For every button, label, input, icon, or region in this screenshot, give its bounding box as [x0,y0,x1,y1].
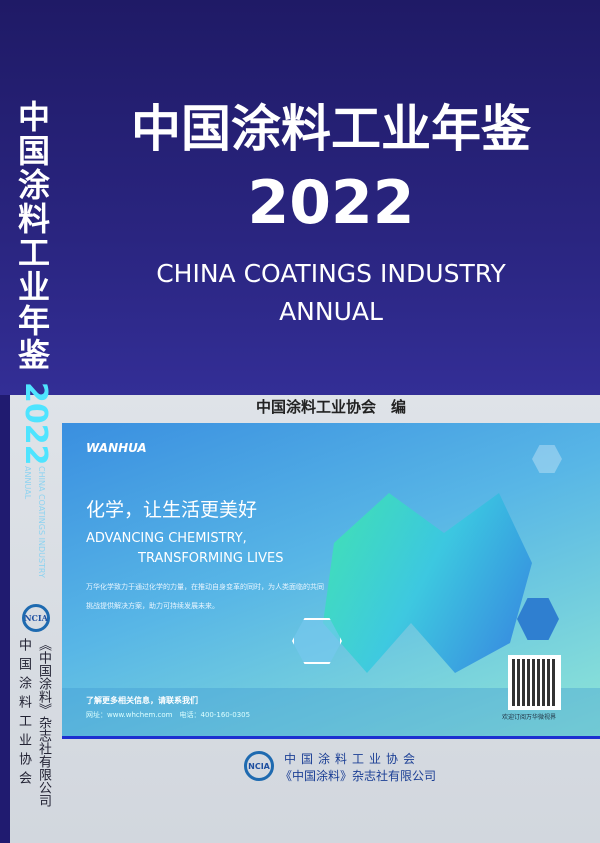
spine-publisher-2: 中国涂料工业协会 [16,638,31,790]
qr-code[interactable] [508,655,561,710]
spine-ncia-logo: NCIA [22,604,50,632]
qr-caption: 欢迎订阅万华微视界 [502,714,557,721]
ad-contact-title: 了解更多相关信息，请联系我们 [86,696,198,705]
infinity-hexagon-graphic [323,493,532,673]
spine-year: 2022 [18,382,53,466]
ad-headline-en-1: ADVANCING CHEMISTRY, [86,531,247,546]
wanhua-advert: WANHUA 化学，让生活更美好 ADVANCING CHEMISTRY, TR… [62,423,600,739]
footer-publisher-1: 中国涂料工业协会 [284,752,421,766]
spine-title: 中国涂料工业年鉴 [17,98,50,374]
ad-headline-cn: 化学，让生活更美好 [86,499,258,521]
ad-body: 万华化学致力于通过化学的力量，在推动自身变革的同时，为人类面临的共同挑战提供解决… [86,583,324,610]
english-title-line2: ANNUAL [279,297,383,326]
spine-english-1: CHINA COATINGS INDUSTRY [37,466,46,578]
book-year: 2022 [247,168,415,238]
spine-english-2: ANNUAL [23,466,32,500]
footer-ncia-logo: NCIA [244,751,274,781]
ad-headline-en-2: TRANSFORMING LIVES [138,551,284,566]
scale-hex-icon [532,445,562,473]
wanhua-logo: WANHUA [86,441,147,455]
spine-publisher-1: 《中国涂料》杂志社有限公司 [36,638,51,807]
footer-publisher-2: 《中国涂料》杂志社有限公司 [280,769,437,783]
editor-credit: 中国涂料工业协会 编 [255,398,406,416]
book-title: 中国涂料工业年鉴 [131,100,531,158]
english-title: CHINA COATINGS INDUSTRY ANNUAL [62,255,600,331]
cover-top-band [0,0,600,395]
spine-edge [0,395,10,843]
ad-contact-info: 网址：www.whchem.com 电话：400-160-0305 [86,711,251,719]
shield-hex-icon [517,598,559,640]
ad-headline-en: ADVANCING CHEMISTRY, TRANSFORMING LIVES [86,529,283,569]
english-title-line1: CHINA COATINGS INDUSTRY [156,259,506,288]
dna-hex-icon [292,618,342,664]
